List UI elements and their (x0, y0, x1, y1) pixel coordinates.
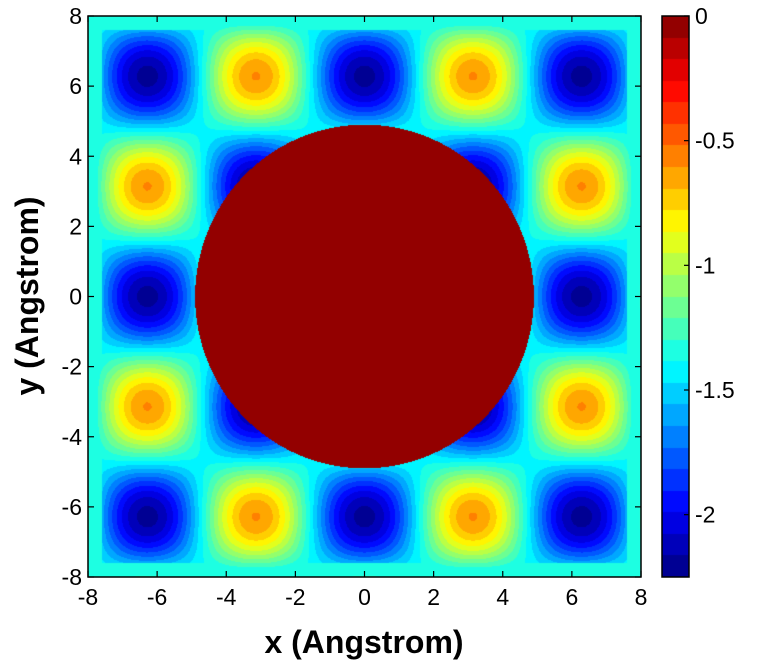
colorbar-tick-label: -0.5 (695, 128, 735, 154)
y-tick-label: -2 (62, 354, 82, 380)
y-tick-label: 0 (69, 284, 82, 310)
colorbar-tick-label: 0 (695, 3, 708, 29)
x-tick-label: 4 (496, 584, 509, 610)
y-tick-label: 8 (69, 3, 82, 29)
y-tick-label: -6 (62, 494, 82, 520)
plot-area (88, 16, 641, 577)
colorbar-tick-label: -1 (695, 252, 715, 278)
x-tick-label: -6 (147, 584, 167, 610)
x-tick-label: -2 (285, 584, 305, 610)
y-axis-ticks: -8 -6 -4 -2 0 2 4 6 8 (62, 3, 641, 590)
y-tick-label: -8 (62, 564, 82, 590)
y-tick-label: 6 (69, 73, 82, 99)
contour-image (88, 16, 641, 577)
x-tick-label: 6 (565, 584, 578, 610)
x-axis-label: x (Angstrom) (264, 624, 463, 660)
colorbar-tick-label: -2 (695, 502, 715, 528)
colorbar-tick-label: -1.5 (695, 377, 735, 403)
x-tick-label: -4 (216, 584, 237, 610)
x-tick-label: 8 (635, 584, 648, 610)
colorbar-ticks: 0 -0.5 -1 -1.5 -2 (684, 3, 735, 528)
x-tick-label: -8 (78, 584, 98, 610)
colorbar-gradient (662, 16, 689, 577)
y-tick-label: 4 (69, 143, 82, 169)
y-tick-label: -4 (62, 424, 83, 450)
y-tick-label: 2 (69, 213, 82, 239)
x-tick-label: 0 (358, 584, 371, 610)
colorbar (662, 16, 689, 577)
x-tick-label: 2 (427, 584, 440, 610)
colorbar-frame (661, 15, 690, 578)
y-axis-label: y (Angstrom) (9, 196, 45, 395)
x-axis-ticks: -8 -6 -4 -2 0 2 4 6 8 (78, 16, 648, 610)
